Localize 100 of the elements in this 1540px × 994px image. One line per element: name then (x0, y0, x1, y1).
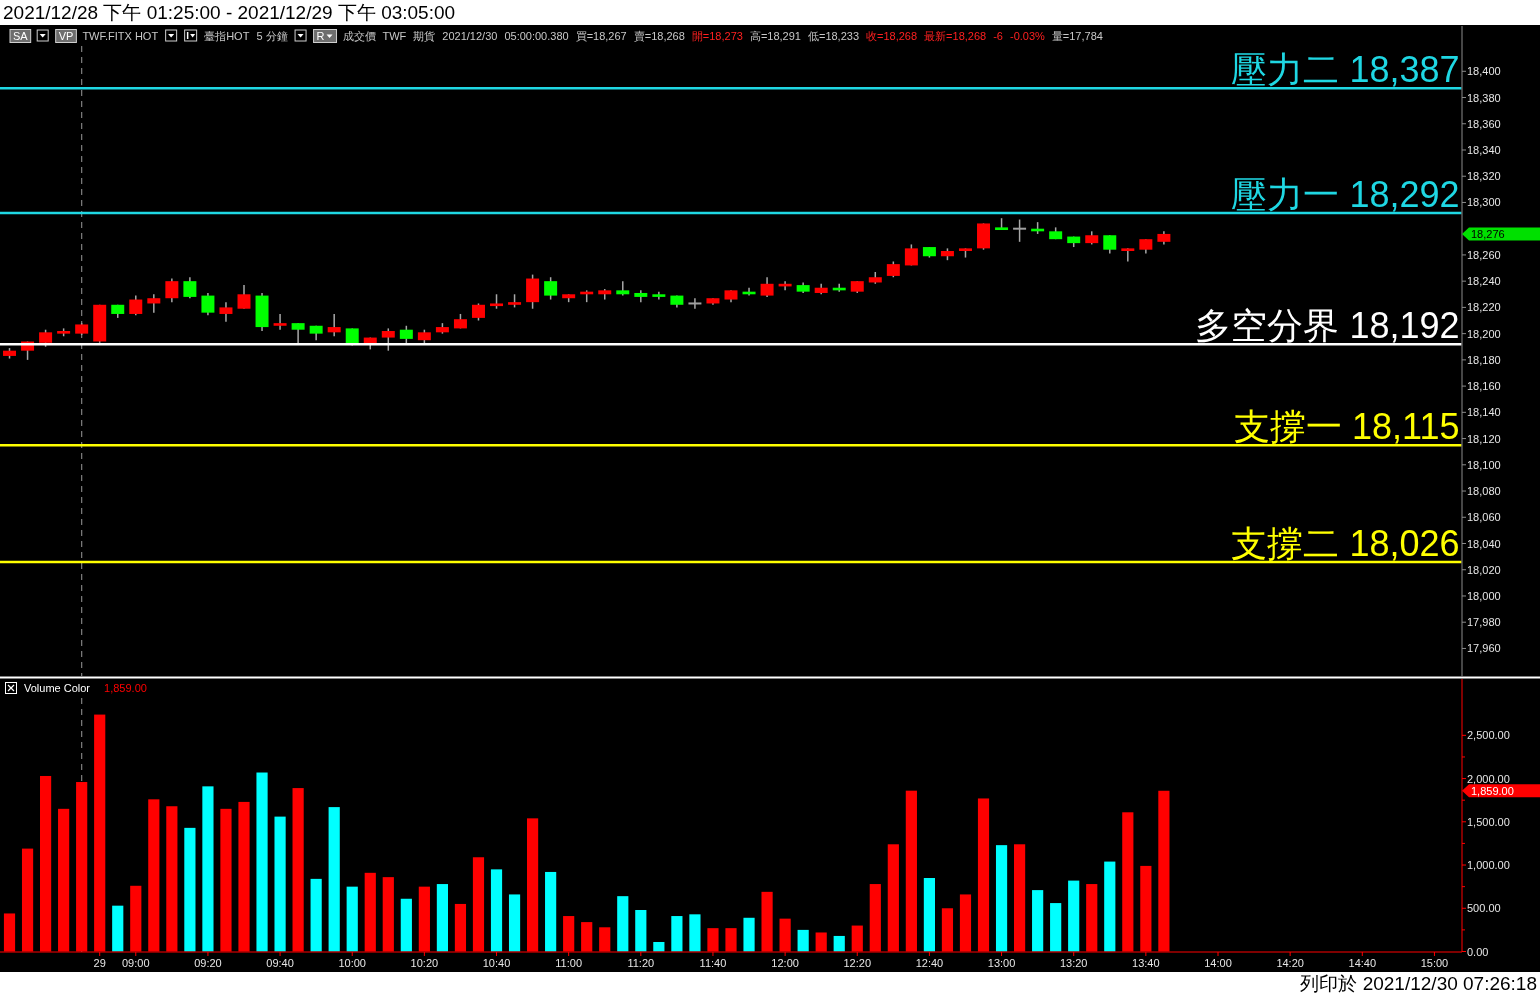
bar (202, 786, 214, 952)
ref-line-label: 支撐二 18,026 (1231, 522, 1460, 564)
y-tick-label: 18,060 (1467, 511, 1501, 524)
candlestick (219, 301, 233, 323)
y-tick-label: 18,020 (1467, 563, 1501, 576)
candlestick (237, 284, 251, 310)
x-tick-label: 14:20 (1276, 957, 1304, 969)
candlestick (201, 292, 215, 317)
annotation: 2021/12/30 (442, 30, 498, 42)
bar (653, 941, 665, 952)
annotation: 最新=18,268 (924, 30, 987, 42)
y-tick-label: 0.00 (1467, 945, 1489, 958)
annotation: R (316, 30, 325, 42)
annotation: 臺指HOT (204, 30, 250, 42)
x-tick-label: 11:40 (699, 957, 727, 969)
bar (112, 905, 124, 952)
annotation: 期貨 (413, 30, 436, 42)
y-tick-label: 17,960 (1467, 642, 1501, 655)
chart-title: 2021/12/28 下午 01:25:00 - 2021/12/29 下午 03:05:00 (3, 2, 456, 23)
y-tick-label: 18,260 (1467, 248, 1501, 261)
bar (833, 935, 845, 952)
bar (328, 807, 340, 952)
annotation: SA (13, 30, 29, 42)
x-tick-label: 10:00 (338, 957, 366, 969)
y-tick-label: 18,140 (1467, 406, 1501, 419)
bar (310, 878, 322, 952)
y-tick-label: 1,500.00 (1467, 815, 1510, 828)
candlestick (544, 276, 558, 301)
y-tick-label: 18,180 (1467, 353, 1501, 366)
bar (1032, 890, 1044, 952)
annotation: 1,859.00 (104, 682, 147, 694)
y-tick-label: 18,380 (1467, 91, 1501, 104)
bar (635, 910, 647, 952)
annotation: 收=18,268 (866, 30, 918, 42)
candlestick (327, 313, 341, 338)
x-tick-label: 13:00 (987, 957, 1016, 969)
bar (508, 894, 521, 952)
bar (923, 878, 935, 952)
x-tick-label: 12:40 (915, 957, 944, 969)
candlestick (526, 273, 540, 310)
annotation: -0.03% (1009, 30, 1046, 42)
candlestick (183, 276, 197, 299)
bar (436, 884, 448, 952)
y-tick-label: 18,160 (1467, 380, 1501, 393)
x-tick-label: 11:20 (627, 957, 655, 969)
candlestick (760, 276, 774, 298)
candlestick (399, 325, 413, 345)
bar (184, 827, 196, 952)
y-tick-label: 18,320 (1467, 170, 1501, 183)
x-tick-label: 13:20 (1059, 957, 1088, 969)
bar (346, 886, 358, 952)
x-tick-label: 14:40 (1348, 957, 1377, 969)
y-tick-label: 17,980 (1467, 616, 1501, 629)
y-tick-label: 18,000 (1467, 589, 1501, 602)
annotation: 賣=18,268 (633, 30, 685, 42)
candlestick (129, 294, 143, 317)
bar (689, 914, 701, 952)
candlestick (273, 313, 287, 331)
x-tick-label: 29 (93, 957, 106, 969)
y-tick-label: 18,100 (1467, 458, 1501, 471)
y-tick-label: 18,340 (1467, 143, 1501, 156)
text: 18,276 (1471, 227, 1505, 240)
y-tick-label: 1,000.00 (1467, 859, 1510, 872)
y-tick-label: 18,040 (1467, 537, 1501, 550)
candlestick (1121, 247, 1135, 263)
y-tick-label: 18,300 (1467, 196, 1501, 209)
bar (256, 772, 268, 952)
x-tick-label: 10:20 (410, 957, 439, 969)
annotation: 05:00:00.380 (504, 30, 569, 42)
bar (490, 869, 503, 952)
x-tick-label: 12:00 (771, 957, 799, 969)
bar (1068, 880, 1080, 952)
annotation: 5 分鐘 (256, 30, 288, 42)
x-tick-label: 14:00 (1204, 957, 1232, 969)
annotation: -6 (993, 30, 1003, 42)
candlestick (381, 327, 395, 352)
y-tick-label: 18,360 (1467, 117, 1501, 130)
annotation: 高=18,291 (749, 30, 801, 42)
x-tick-label: 13:40 (1132, 957, 1160, 969)
bar (274, 816, 286, 952)
y-tick-label: 18,120 (1467, 432, 1501, 445)
ref-line-label: 支撐一 18,115 (1234, 406, 1460, 448)
candlestick (1013, 218, 1027, 243)
candlestick (291, 322, 305, 345)
x-tick-label: 10:40 (482, 957, 511, 969)
annotation: 低=18,233 (807, 30, 860, 42)
bar (1050, 903, 1062, 952)
x-tick-label: 15:00 (1420, 957, 1449, 969)
candlestick (616, 280, 630, 297)
bar (400, 898, 412, 952)
y-tick-label: 18,400 (1467, 65, 1501, 78)
ref-line-label: 壓力二 18,387 (1231, 49, 1460, 91)
text: 列印於 2021/12/30 07:26:18 (1300, 973, 1537, 994)
x-tick-label: 09:20 (194, 957, 222, 969)
y-tick-label: 18,240 (1467, 275, 1501, 288)
bar (617, 896, 629, 952)
bar (743, 917, 755, 952)
y-tick-label: 18,080 (1467, 485, 1501, 498)
bar (1104, 861, 1116, 952)
annotation: 成交價 (342, 30, 376, 42)
